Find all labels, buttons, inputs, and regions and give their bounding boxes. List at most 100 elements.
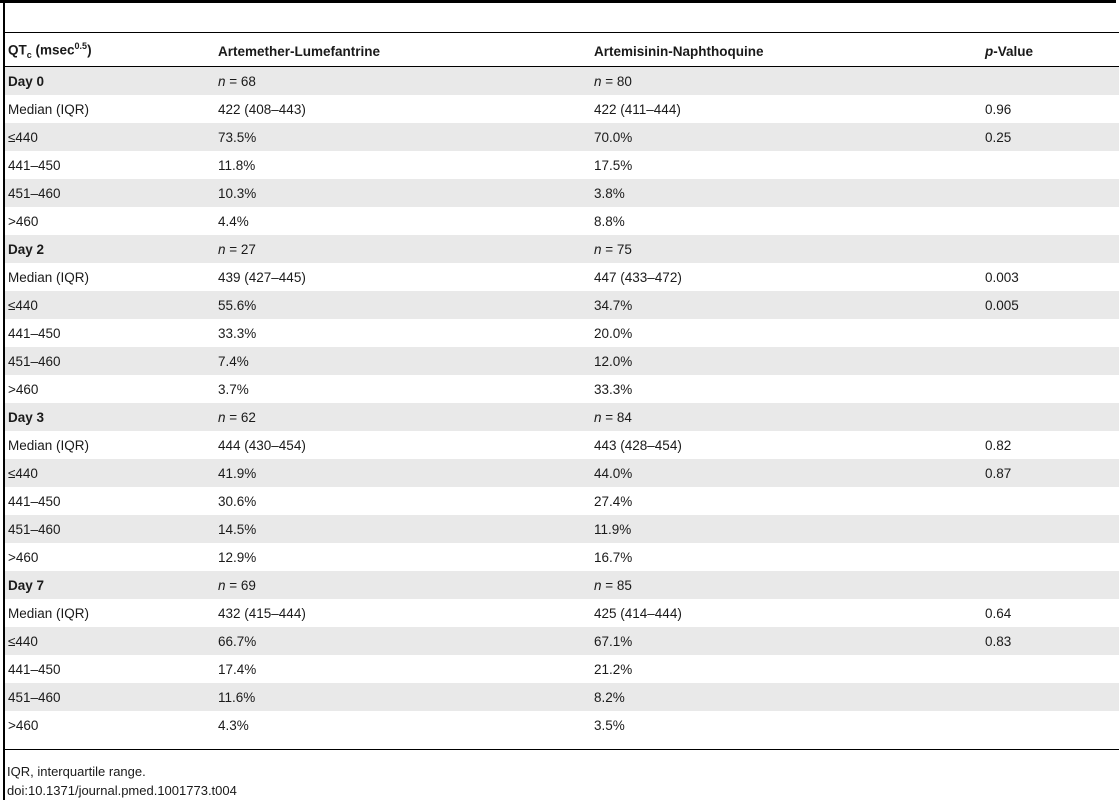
cell-col2: n = 69	[215, 571, 591, 599]
cell-col1: Day 7	[5, 571, 215, 599]
cell-col3: 70.0%	[591, 123, 982, 151]
cell-col2: 10.3%	[215, 179, 591, 207]
cell-col2: 439 (427–445)	[218, 269, 306, 285]
header-pvalue: p-Value	[982, 36, 1119, 67]
cell-col4	[982, 179, 1119, 207]
cell-col4	[982, 375, 1119, 403]
cell-col2: 66.7%	[215, 627, 591, 655]
table-row: ≤440 66.7% 67.1% 0.83	[5, 627, 1119, 655]
cell-col3: 8.8%	[594, 213, 625, 229]
cell-col2: 33.3%	[218, 325, 257, 341]
cell-col1: >460	[8, 549, 39, 565]
cell-col2: 422 (408–443)	[218, 101, 306, 117]
table-row: 441–450 11.8% 17.5%	[5, 151, 1119, 179]
table-row: 451–460 7.4% 12.0%	[5, 347, 1119, 375]
cell-col1: ≤440	[5, 291, 215, 319]
cell-col1: 441–450	[8, 493, 61, 509]
table-row: 451–460 14.5% 11.9%	[5, 515, 1119, 543]
cell-col2: 4.4%	[218, 213, 249, 229]
n-symbol: n	[594, 241, 602, 257]
cell-col3: 27.4%	[594, 493, 633, 509]
table-row: >460 4.3% 3.5%	[5, 711, 1119, 739]
cell-col1: ≤440	[5, 123, 215, 151]
header-unit-post: )	[87, 42, 92, 58]
table-row: 451–460 11.6% 8.2%	[5, 683, 1119, 711]
table-row: 441–450 30.6% 27.4%	[5, 487, 1119, 515]
table-bottom-rule	[3, 749, 1119, 750]
cell-col3: n = 80	[591, 66, 982, 95]
table-row: 451–460 10.3% 3.8%	[5, 179, 1119, 207]
cell-col1: 451–460	[5, 683, 215, 711]
cell-col3: 44.0%	[591, 459, 982, 487]
cell-col2: 17.4%	[218, 661, 257, 677]
cell-col3: 3.5%	[594, 717, 625, 733]
cell-col3: 33.3%	[594, 381, 633, 397]
table-row: ≤440 55.6% 34.7% 0.005	[5, 291, 1119, 319]
header-qt-text: QT	[8, 42, 27, 58]
cell-col4: 0.64	[985, 605, 1012, 621]
cell-col3: 67.1%	[591, 627, 982, 655]
cell-col4	[982, 403, 1119, 431]
cell-col3: 34.7%	[591, 291, 982, 319]
table-row: 441–450 17.4% 21.2%	[5, 655, 1119, 683]
cell-col3: 21.2%	[594, 661, 633, 677]
n-symbol: n	[218, 577, 226, 593]
cell-col4: 0.25	[982, 123, 1119, 151]
cell-col4	[982, 571, 1119, 599]
cell-col4	[982, 487, 1119, 515]
header-artemether: Artemether-Lumefantrine	[215, 36, 591, 67]
cell-col4	[982, 543, 1119, 571]
cell-col4	[982, 207, 1119, 235]
cell-col3: 16.7%	[594, 549, 633, 565]
cell-col2: 73.5%	[215, 123, 591, 151]
cell-col3: 425 (414–444)	[594, 605, 682, 621]
n-symbol: n	[594, 409, 602, 425]
cell-col1: Day 3	[5, 403, 215, 431]
cell-col1: Median (IQR)	[8, 437, 90, 453]
n-symbol: n	[218, 409, 226, 425]
cell-col2: 4.3%	[218, 717, 249, 733]
table-row: >460 12.9% 16.7%	[5, 543, 1119, 571]
cell-col1: 451–460	[5, 347, 215, 375]
cell-col2: 444 (430–454)	[218, 437, 306, 453]
cell-col3: 20.0%	[594, 325, 633, 341]
header-p-rest: -Value	[993, 43, 1034, 59]
cell-col4	[982, 235, 1119, 263]
table-row: ≤440 41.9% 44.0% 0.87	[5, 459, 1119, 487]
cell-col2: n = 62	[215, 403, 591, 431]
cell-col3: 447 (433–472)	[594, 269, 682, 285]
cell-col1: 441–450	[8, 661, 61, 677]
cell-col3: n = 84	[591, 403, 982, 431]
cell-col2: 3.7%	[218, 381, 249, 397]
table-row: Median (IQR) 432 (415–444) 425 (414–444) 0.…	[5, 599, 1119, 627]
cell-col1: 451–460	[5, 179, 215, 207]
cell-col4	[982, 683, 1119, 711]
top-rule	[0, 0, 1116, 3]
footnote-abbreviation: IQR, interquartile range.	[7, 764, 146, 779]
cell-col1: 441–450	[8, 157, 61, 173]
cell-col2: 7.4%	[215, 347, 591, 375]
cell-col1: ≤440	[5, 459, 215, 487]
cell-col2: n = 68	[215, 66, 591, 95]
cell-col2: 11.6%	[215, 683, 591, 711]
cell-col3: n = 75	[591, 235, 982, 263]
cell-col4: 0.96	[985, 101, 1012, 117]
table-row: Median (IQR) 422 (408–443) 422 (411–444) 0.…	[5, 95, 1119, 123]
cell-col4: 0.003	[985, 269, 1019, 285]
cell-col4: 0.005	[982, 291, 1119, 319]
n-symbol: n	[218, 241, 226, 257]
table-row: >460 4.4% 8.8%	[5, 207, 1119, 235]
cell-col4	[982, 515, 1119, 543]
cell-col1: Day 0	[5, 66, 215, 95]
table-row: Median (IQR) 444 (430–454) 443 (428–454) 0.…	[5, 431, 1119, 459]
cell-col1: 441–450	[8, 325, 61, 341]
n-symbol: n	[594, 577, 602, 593]
cell-col4	[982, 347, 1119, 375]
cell-col1: >460	[8, 381, 39, 397]
cell-col1: Median (IQR)	[8, 605, 90, 621]
n-symbol: n	[218, 73, 226, 89]
cell-col4	[982, 655, 1119, 683]
